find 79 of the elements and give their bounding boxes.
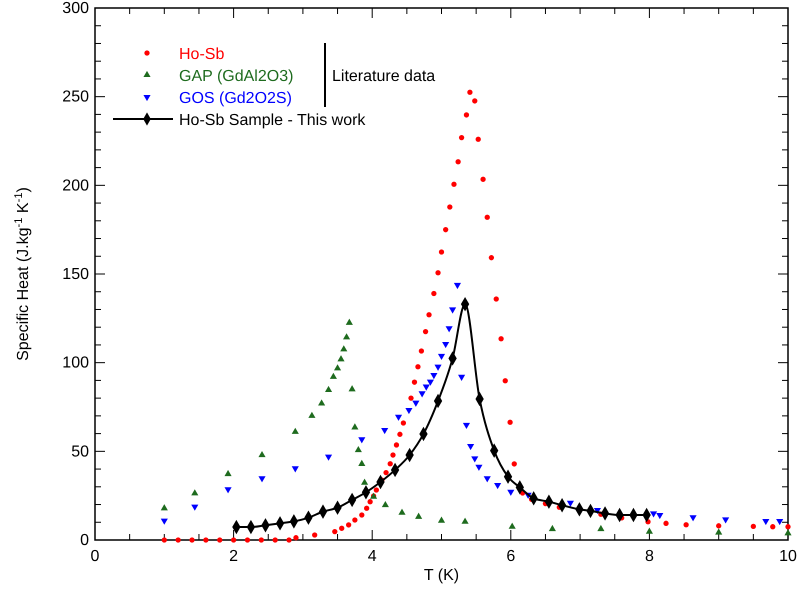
point xyxy=(258,450,266,458)
point xyxy=(434,364,442,371)
point xyxy=(324,386,332,392)
point xyxy=(430,373,438,380)
point xyxy=(324,454,332,461)
point xyxy=(508,522,516,529)
point xyxy=(597,524,604,532)
point xyxy=(224,487,232,494)
point xyxy=(722,517,730,524)
point xyxy=(458,374,466,381)
point xyxy=(784,529,792,536)
point xyxy=(318,399,326,406)
point xyxy=(438,516,446,523)
point xyxy=(191,489,198,496)
point xyxy=(566,500,574,507)
point xyxy=(258,476,266,482)
point xyxy=(762,518,770,526)
point xyxy=(715,528,722,535)
point xyxy=(191,504,198,511)
legend-label: Ho-Sb Sample - This work xyxy=(179,112,366,129)
y-tick-label: 300 xyxy=(62,0,90,17)
point xyxy=(292,428,299,434)
point xyxy=(646,528,653,534)
x-tick-label: 8 xyxy=(644,548,654,565)
point xyxy=(382,500,389,508)
point xyxy=(446,326,453,332)
point xyxy=(160,518,168,525)
point xyxy=(467,444,474,450)
point xyxy=(381,428,388,434)
point xyxy=(507,490,514,496)
point xyxy=(308,412,316,418)
point xyxy=(471,456,478,463)
point xyxy=(454,282,462,290)
y-tick-label: 200 xyxy=(62,177,90,194)
point xyxy=(449,307,456,314)
point xyxy=(462,518,469,524)
point xyxy=(475,464,482,471)
x-axis-title: T (K) xyxy=(424,567,460,584)
y-tick-label: 150 xyxy=(62,266,90,283)
y-tick-label: 250 xyxy=(62,88,90,106)
point xyxy=(348,385,356,392)
point xyxy=(394,414,402,421)
x-tick-label: 10 xyxy=(779,548,797,565)
point xyxy=(438,354,446,360)
point xyxy=(650,511,658,518)
point xyxy=(358,437,366,444)
point xyxy=(358,460,366,466)
point xyxy=(351,423,358,430)
point xyxy=(412,400,420,407)
legend-label: GAP (GdAl2O3) xyxy=(179,68,294,85)
point xyxy=(418,391,426,398)
point xyxy=(224,470,232,476)
point xyxy=(354,446,362,452)
point xyxy=(484,476,491,482)
y-tick-label: 50 xyxy=(71,443,90,460)
point xyxy=(415,512,422,519)
annotation: Literature data xyxy=(332,68,436,85)
point xyxy=(442,342,450,348)
point xyxy=(160,504,168,510)
point xyxy=(361,478,368,485)
legend-label: Ho-Sb xyxy=(179,46,224,63)
point xyxy=(656,512,664,520)
point xyxy=(462,422,470,430)
x-tick-label: 0 xyxy=(90,548,100,565)
y-tick-label: 0 xyxy=(80,532,90,549)
x-tick-label: 2 xyxy=(229,548,238,565)
point xyxy=(405,408,412,414)
point xyxy=(776,518,784,526)
point xyxy=(422,384,430,391)
legend-label: GOS (Gd2O2S) xyxy=(179,90,292,107)
point xyxy=(292,466,299,472)
x-tick-label: 6 xyxy=(506,548,516,565)
point xyxy=(548,524,556,532)
y-tick-label: 100 xyxy=(62,354,90,372)
point xyxy=(398,508,406,515)
point xyxy=(689,515,697,522)
point xyxy=(494,482,502,490)
x-tick-label: 4 xyxy=(368,548,377,565)
point xyxy=(426,380,434,386)
